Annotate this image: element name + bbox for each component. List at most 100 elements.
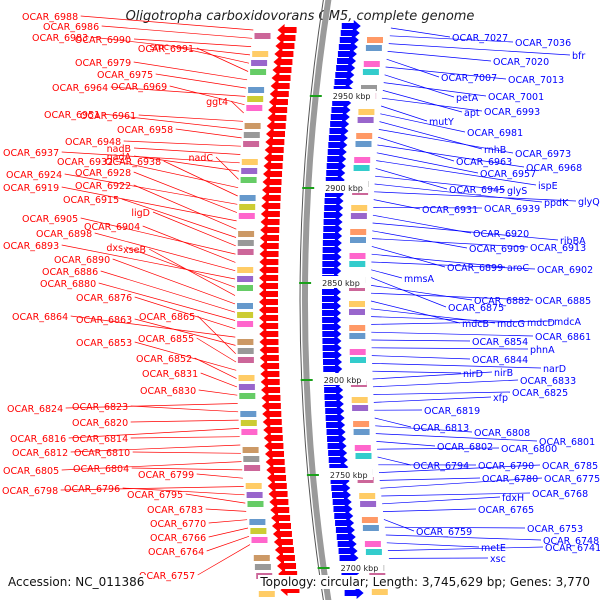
- gene-leader-line: [134, 341, 237, 371]
- reverse-gene-arrow: [326, 160, 346, 172]
- feature-strip-block: [353, 429, 370, 435]
- gene-leader-line: [371, 253, 506, 268]
- gene-label-left: smc: [150, 42, 169, 53]
- gene-leader-line: [196, 337, 237, 363]
- reverse-gene-arrow: [323, 223, 343, 235]
- feature-strip-block: [350, 237, 366, 243]
- feature-strip-block: [238, 213, 255, 219]
- forward-gene-arrow: [273, 536, 293, 548]
- forward-gene-arrow: [274, 48, 294, 60]
- feature-strip-block: [353, 165, 370, 171]
- feature-strip-block: [248, 87, 265, 93]
- genome-title: Oligotropha carboxidovorans OM5, complet…: [125, 9, 475, 24]
- gene-leader-line: [121, 198, 237, 238]
- gene-label-right: OCAR_6963: [456, 157, 512, 168]
- forward-gene-arrow: [266, 128, 286, 140]
- gene-leader-line: [194, 357, 237, 379]
- feature-strip-block: [350, 229, 367, 235]
- forward-gene-arrow: [259, 272, 279, 284]
- gene-label-right: OCAR_7036: [515, 38, 571, 49]
- feature-strip-block: [352, 405, 369, 411]
- reverse-gene-arrow: [336, 62, 356, 74]
- feature-strip-block: [238, 231, 255, 237]
- gene-label-right: nirD: [463, 369, 483, 380]
- feature-strip-block: [355, 141, 372, 147]
- gene-leader-line: [122, 487, 245, 496]
- gene-label-right: glyQ: [578, 197, 600, 208]
- gene-leader-line: [371, 355, 471, 360]
- gene-label-right: OCAR_6957: [480, 169, 536, 180]
- gene-leader-line: [80, 15, 254, 31]
- gene-label-right: OCAR_6794: [413, 461, 469, 472]
- feature-strip-block: [357, 117, 374, 123]
- gene-leader-line: [377, 136, 455, 162]
- gene-label-left: OCAR_6824: [7, 404, 63, 415]
- gene-leader-line: [378, 129, 514, 154]
- feature-strip-block: [251, 60, 268, 66]
- feature-strip-block: [349, 261, 366, 267]
- gene-label-left: ggt4: [206, 97, 228, 108]
- gene-leader-line: [380, 105, 428, 122]
- coordinate-label-bg: [319, 276, 366, 288]
- gene-leader-line: [385, 534, 542, 541]
- gene-label-right: bfr: [572, 51, 585, 62]
- feature-strip-block: [362, 525, 379, 531]
- gene-label-right: OCAR_6833: [520, 376, 576, 387]
- coordinate-tick-label: 2950 kbp: [333, 92, 371, 101]
- gene-leader-line: [133, 155, 240, 172]
- gene-leader-line: [378, 464, 541, 473]
- gene-leader-line: [175, 128, 242, 139]
- feature-strip-block: [238, 375, 255, 381]
- gene-label-right: mdcA: [554, 317, 582, 328]
- gene-label-left: OCAR_6932: [57, 157, 113, 168]
- gene-leader-line: [61, 461, 242, 471]
- feature-strip-block: [237, 357, 254, 363]
- gene-leader-line: [208, 527, 249, 538]
- feature-strip-block: [364, 541, 381, 547]
- forward-gene-arrow: [259, 328, 279, 340]
- gene-leader-line: [198, 389, 238, 396]
- forward-gene-arrow: [261, 192, 281, 204]
- gene-leader-line: [94, 232, 236, 272]
- gene-label-right: OCAR_6899: [447, 263, 503, 274]
- gene-label-right: OCAR_6800: [501, 444, 557, 455]
- gene-leader-line: [70, 315, 236, 338]
- feature-strip-block: [371, 589, 388, 595]
- gene-leader-line: [373, 207, 483, 209]
- gene-leader-line: [371, 331, 534, 337]
- feature-strip-block: [244, 465, 261, 471]
- forward-gene-arrow: [259, 256, 279, 268]
- gene-label-left: OCAR_6890: [54, 255, 110, 266]
- reverse-gene-arrow: [322, 244, 342, 256]
- forward-gene-arrow: [264, 152, 284, 164]
- reverse-gene-arrow: [324, 195, 344, 207]
- gene-label-left: OCAR_6799: [138, 470, 194, 481]
- feature-strip-block: [356, 133, 373, 139]
- coordinate-label-bg: [337, 561, 384, 573]
- gene-label-right: OCAR_6885: [535, 296, 591, 307]
- forward-gene-arrow: [260, 208, 280, 220]
- feature-strip-block: [349, 301, 365, 307]
- gene-label-right: mutY: [429, 117, 454, 128]
- gene-leader-line: [374, 183, 543, 203]
- reverse-gene-arrow: [328, 132, 348, 144]
- gene-label-right: OCAR_6765: [478, 505, 534, 516]
- gene-leader-line: [376, 441, 436, 447]
- gene-leader-line: [371, 339, 471, 342]
- gene-leader-line: [61, 186, 237, 222]
- forward-gene-arrow: [261, 384, 281, 396]
- gene-leader-line: [60, 486, 244, 491]
- gene-label-right: rnhB: [484, 145, 506, 156]
- feature-strip-block: [349, 253, 366, 259]
- gene-label-left: OCAR_6805: [3, 466, 59, 477]
- genome-backbone-arc: [301, 0, 332, 600]
- feature-strip-block: [241, 159, 258, 165]
- feature-strip-block: [247, 96, 264, 102]
- coordinate-label-bg: [326, 468, 373, 480]
- gene-leader-line: [386, 58, 440, 78]
- gene-leader-line: [387, 51, 492, 62]
- gene-leader-line: [133, 147, 241, 155]
- feature-strip-block: [250, 69, 267, 75]
- gene-label-left: OCAR_6876: [76, 293, 132, 304]
- reverse-gene-arrow: [340, 27, 360, 39]
